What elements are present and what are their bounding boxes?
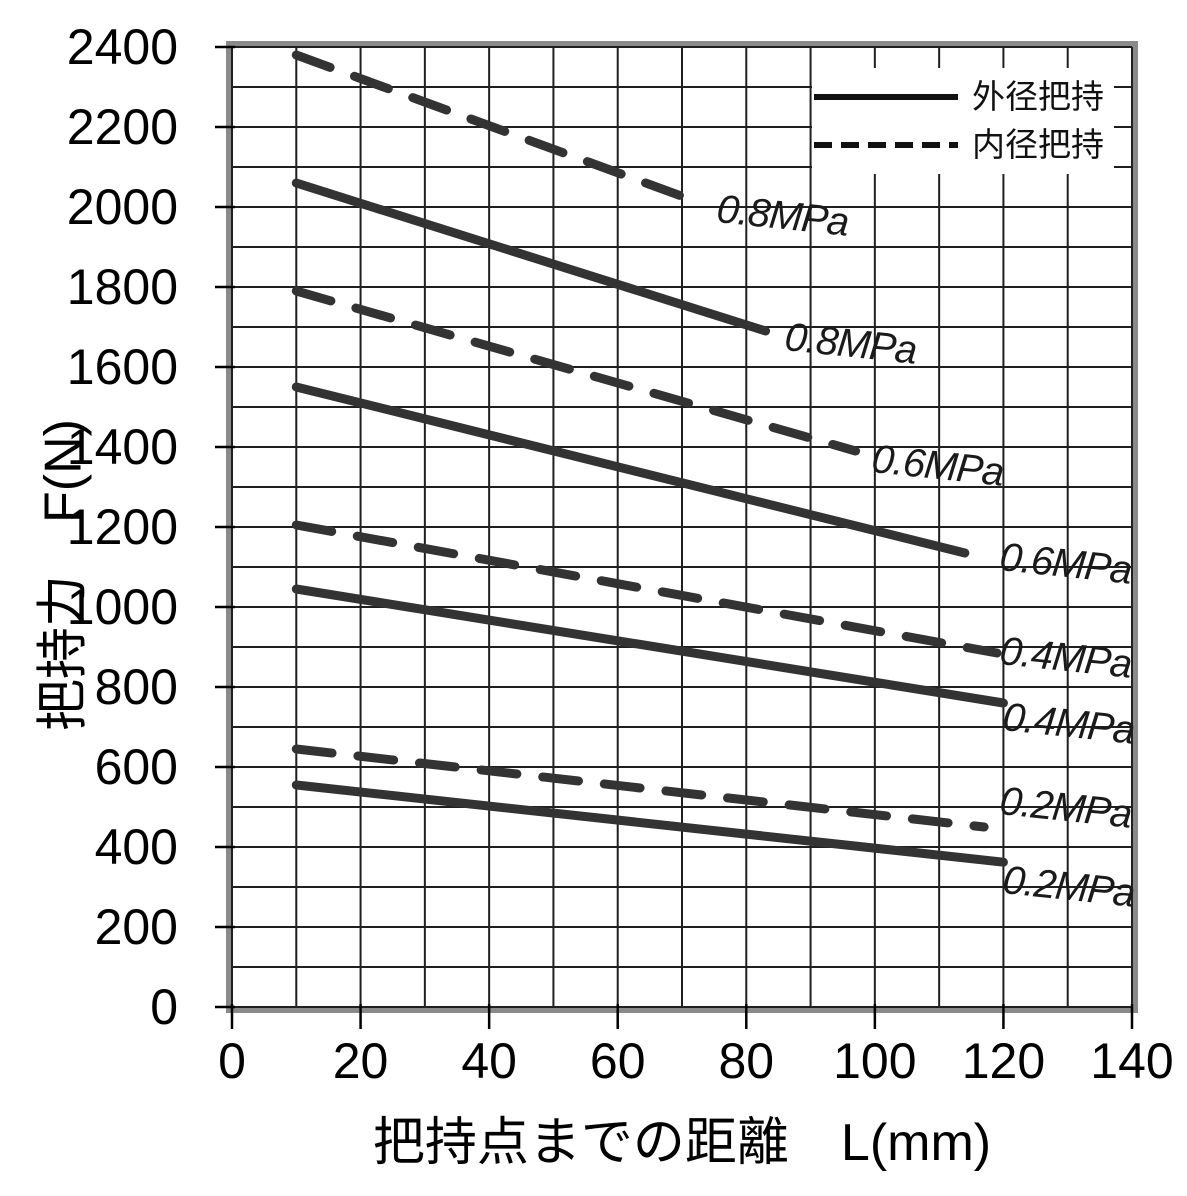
x-tick-label: 20 [332, 1033, 389, 1089]
x-tick-label: 0 [218, 1033, 246, 1089]
x-tick-label: 100 [833, 1033, 917, 1089]
x-tick-label: 60 [589, 1033, 646, 1089]
y-tick-label: 600 [94, 739, 178, 795]
y-tick-label: 1000 [66, 579, 178, 635]
y-tick-label: 2400 [66, 19, 178, 75]
series-line-dashed-0.8MPa [291, 50, 700, 206]
tick-marks [215, 45, 1134, 1029]
legend-label-inner-grip: 内径把持 [972, 126, 1104, 163]
x-tick-label: 80 [718, 1033, 775, 1089]
series-line-solid-0.6MPa [291, 382, 970, 558]
y-tick-label: 0 [150, 979, 178, 1035]
y-tick-label: 2200 [66, 99, 178, 155]
y-tick-label: 1600 [66, 339, 178, 395]
y-tick-label: 2000 [66, 179, 178, 235]
x-tick-label: 40 [461, 1033, 517, 1089]
x-tick-label: 140 [1090, 1033, 1174, 1089]
y-tick-label: 400 [94, 819, 178, 875]
legend-item-inner-grip: 内径把持 [812, 125, 1114, 165]
dashed-line-sample-icon [814, 142, 958, 148]
x-tick-label: 120 [961, 1033, 1046, 1089]
legend-label-outer-grip: 外径把持 [972, 78, 1104, 115]
series-line-solid-0.2MPa [291, 780, 1008, 867]
legend-item-outer-grip: 外径把持 [812, 77, 1114, 117]
y-tick-label: 1400 [66, 419, 178, 475]
series-line-dashed-0.4MPa [291, 520, 1002, 658]
series-line-solid-0.8MPa [291, 178, 771, 336]
x-axis-title: 把持点までの距離 L(mm) [372, 1114, 992, 1172]
solid-line-sample-icon [814, 94, 958, 100]
legend: 外径把持 内径把持 [812, 68, 1114, 174]
y-tick-label: 1800 [66, 259, 178, 315]
y-tick-label: 1200 [66, 499, 178, 555]
series-line-solid-0.4MPa [291, 584, 1008, 708]
series-lines [291, 50, 1008, 867]
y-tick-label: 800 [94, 659, 178, 715]
series-line-dashed-0.2MPa [291, 744, 989, 832]
y-tick-label: 200 [94, 899, 178, 955]
gridlines [231, 46, 1133, 1008]
series-line-dashed-0.6MPa [291, 286, 861, 456]
